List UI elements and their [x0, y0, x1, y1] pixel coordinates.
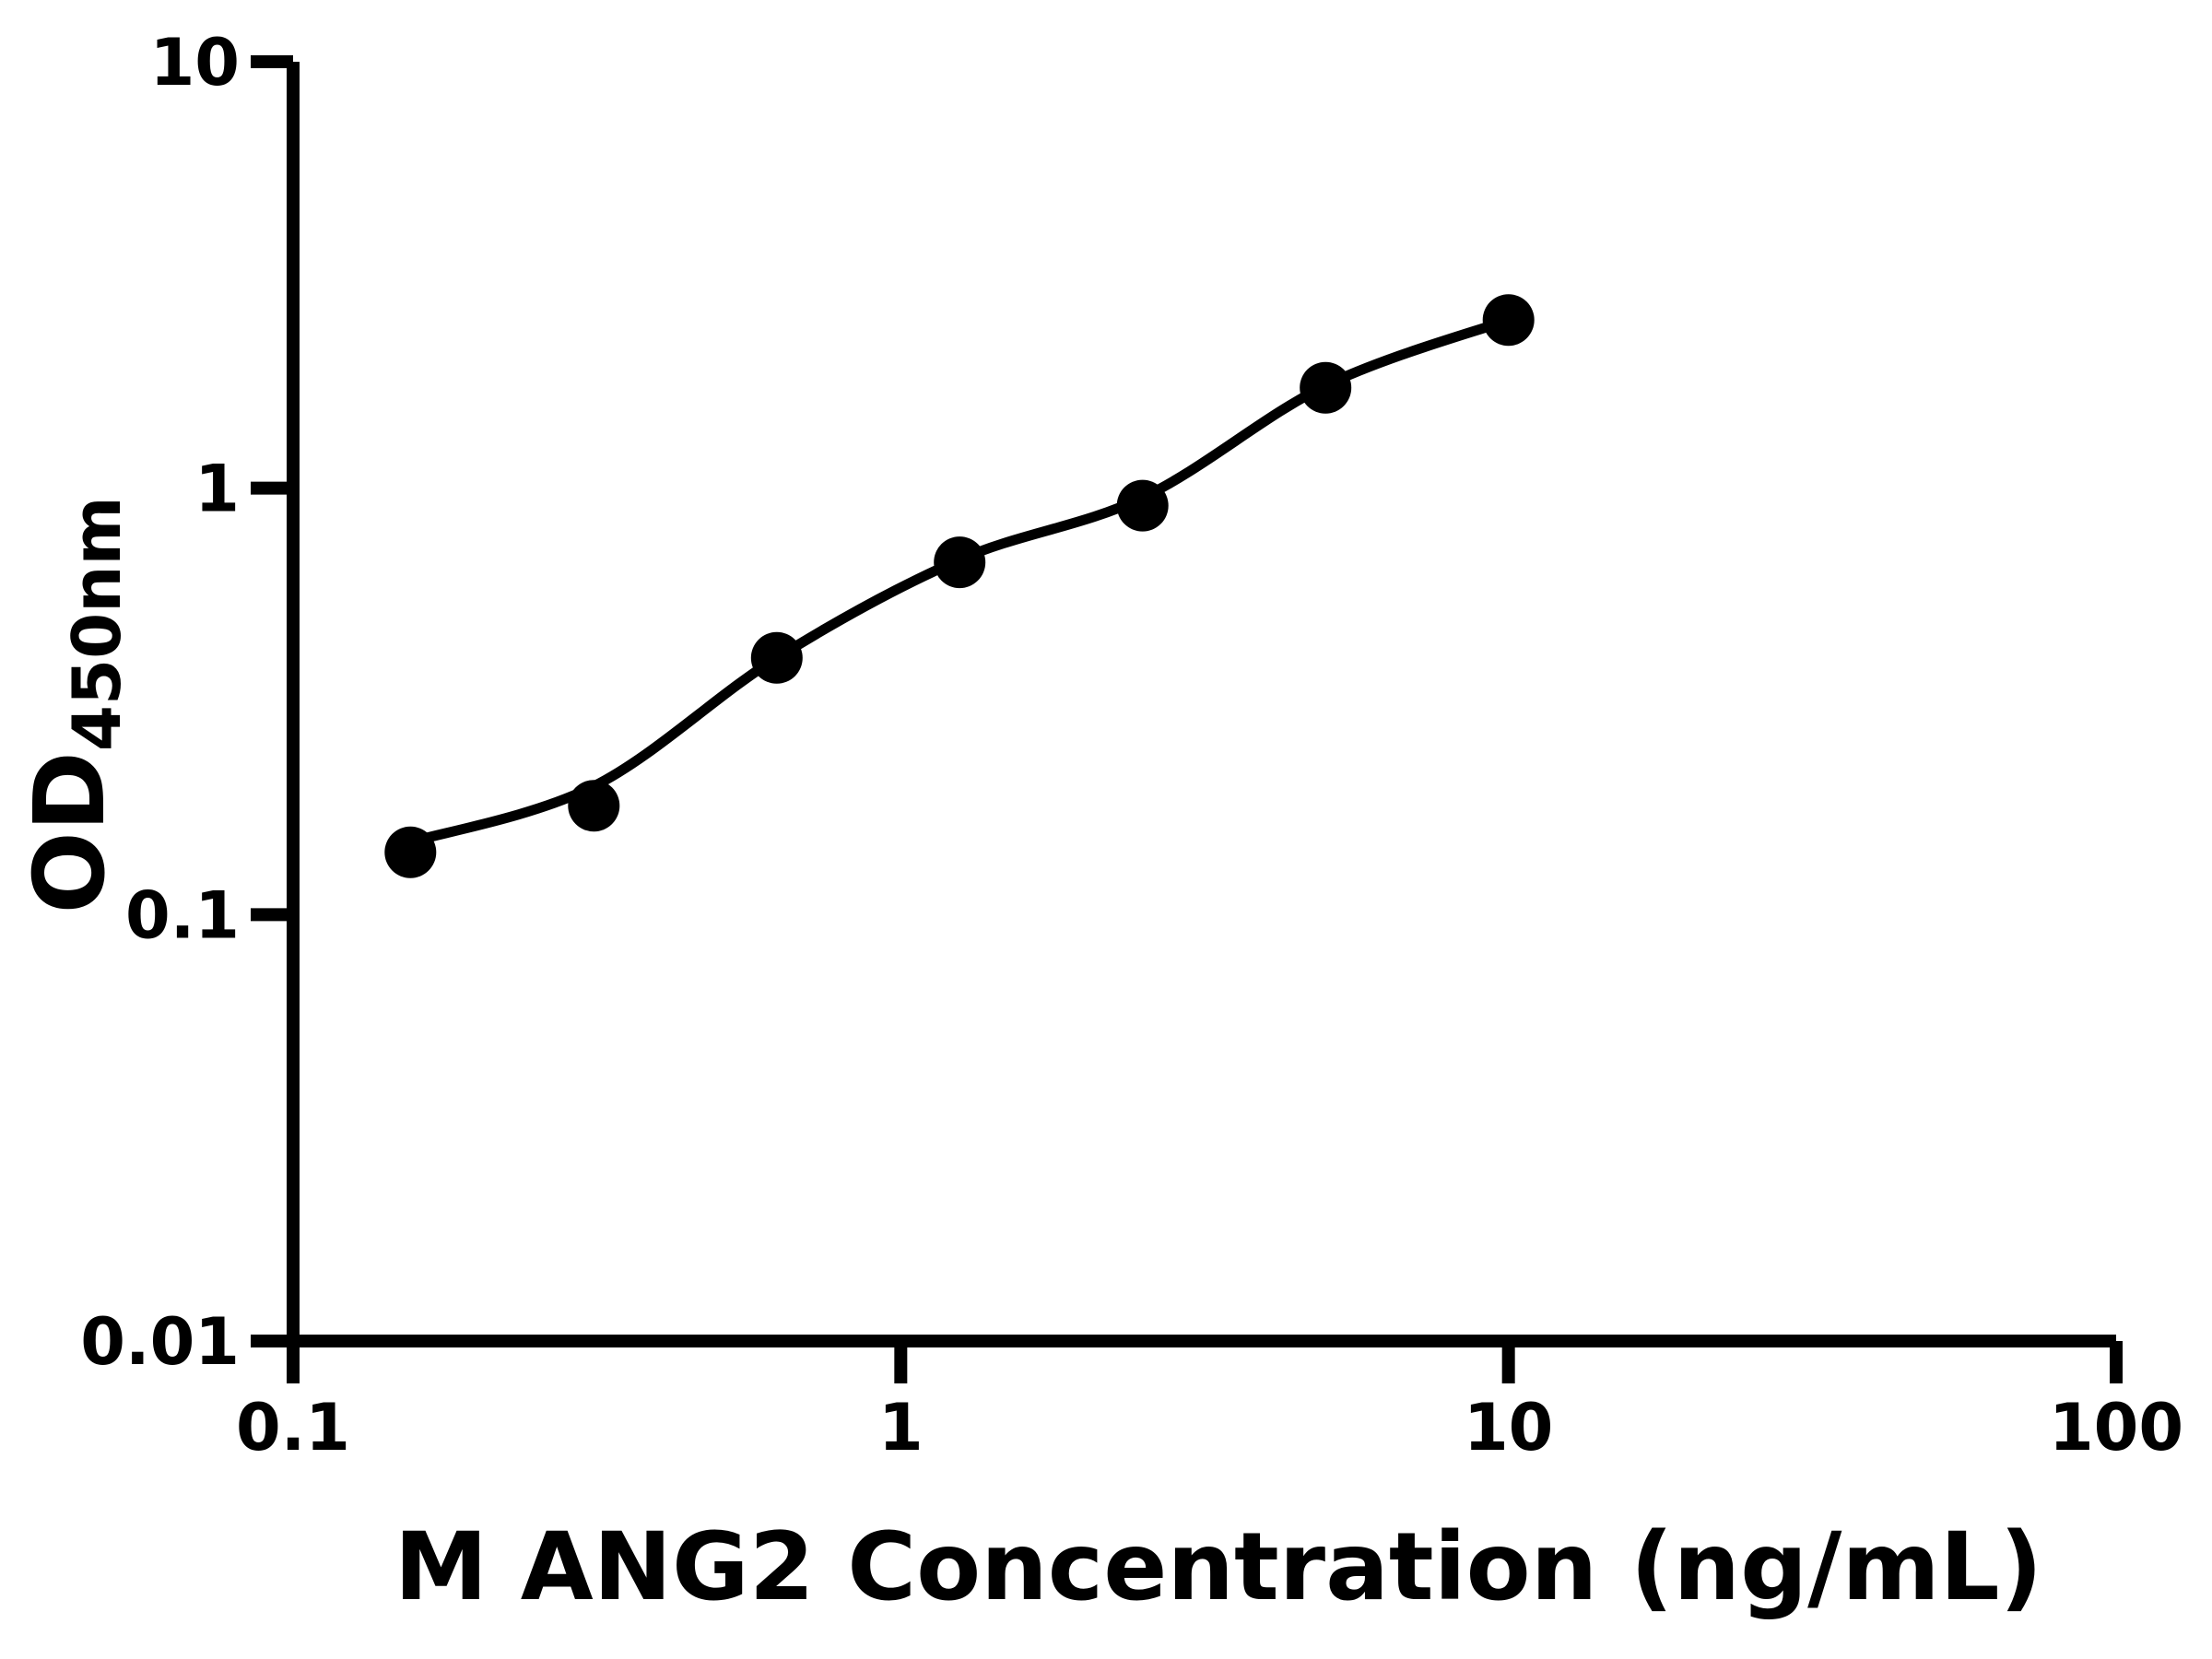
- data-point: [1482, 294, 1535, 347]
- x-tick-label: 10: [1464, 1390, 1553, 1465]
- tick-labels: 0.01 0.1 1 10 0.1 1 10 100: [80, 25, 2183, 1465]
- y-tick-label: 0.01: [80, 1304, 240, 1380]
- data-points: [384, 294, 1535, 878]
- axis-frame: [251, 55, 2123, 1383]
- x-tick-label: 1: [878, 1390, 924, 1465]
- data-point: [750, 631, 803, 684]
- y-tick-label: 0.1: [125, 877, 240, 953]
- axes: [251, 55, 2123, 1383]
- data-point: [1300, 361, 1352, 414]
- data-point: [934, 536, 986, 589]
- data-point: [384, 826, 437, 878]
- data-point: [568, 780, 620, 832]
- x-tick-label: 100: [2049, 1390, 2183, 1465]
- y-tick-label: 10: [150, 25, 240, 100]
- x-tick-label: 0.1: [236, 1390, 350, 1465]
- y-axis-title-subscript: 450nm: [58, 497, 135, 752]
- y-axis-title: OD450nm: [14, 497, 135, 914]
- x-axis-title: M ANG2 Concentration (ng/mL): [394, 1512, 2043, 1622]
- y-tick-label: 1: [194, 452, 240, 527]
- y-axis-title-main: OD: [14, 751, 126, 913]
- data-point: [1116, 479, 1169, 532]
